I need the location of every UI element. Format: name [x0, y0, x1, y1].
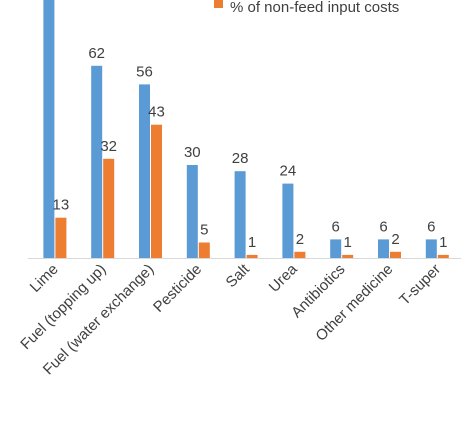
- category-label: Fuel (topping up): [17, 261, 109, 353]
- bar-s0-fuel-water-exchange: [139, 84, 150, 259]
- bar-s0-other-medicine: [378, 239, 389, 258]
- bar-s0-pesticide: [186, 165, 198, 258]
- legend-swatch: [214, 0, 223, 8]
- legend-label: % of non-feed input costs: [230, 0, 399, 16]
- value-label: 1: [344, 234, 352, 251]
- value-label: 28: [232, 150, 249, 167]
- value-label: 5: [200, 222, 208, 239]
- value-label: 30: [184, 144, 201, 161]
- value-label: 13: [53, 197, 70, 214]
- bar-s1-t-super: [437, 254, 449, 258]
- value-label: 6: [427, 218, 435, 235]
- category-label: Lime: [27, 261, 62, 296]
- bar-s0-antibiotics: [330, 239, 342, 258]
- value-label: 1: [439, 234, 447, 251]
- bar-s1-antibiotics: [342, 254, 354, 258]
- value-label: 6: [332, 218, 340, 235]
- value-label: 2: [391, 231, 399, 248]
- bar-s1-lime: [55, 217, 67, 258]
- category-label: T-super: [396, 261, 444, 309]
- bar-s1-salt: [246, 254, 258, 258]
- category-label: Pesticide: [150, 261, 205, 316]
- value-label: 2: [296, 231, 304, 248]
- bar-s0-salt: [234, 171, 246, 258]
- legend: % of non-feed input costs: [214, 0, 399, 16]
- bar-s0-urea: [282, 183, 294, 258]
- category-label: Urea: [266, 260, 301, 295]
- bar-s1-other-medicine: [390, 251, 401, 258]
- bar-s0-t-super: [425, 239, 437, 258]
- bar-s1-pesticide: [198, 242, 210, 258]
- value-label: 56: [136, 63, 153, 80]
- value-label: 6: [379, 218, 387, 235]
- value-label: 1: [248, 234, 256, 251]
- bars-layer: [43, 0, 449, 259]
- value-label: 43: [148, 104, 165, 121]
- category-label: Salt: [223, 260, 254, 291]
- value-label: 32: [100, 138, 117, 155]
- bar-s0-lime: [43, 0, 55, 258]
- value-label: 24: [280, 163, 297, 180]
- bar-s1-urea: [294, 251, 306, 258]
- bar-s1-fuel-topping-up: [103, 158, 115, 258]
- bar-s1-fuel-water-exchange: [151, 124, 162, 258]
- bar-s0-fuel-topping-up: [91, 65, 103, 258]
- value-label: 62: [88, 45, 105, 62]
